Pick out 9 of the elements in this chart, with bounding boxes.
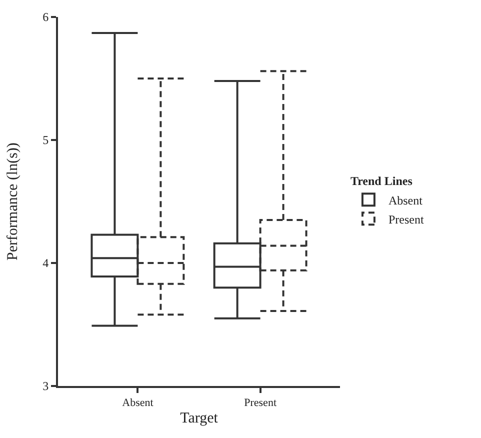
- x-axis-title: Target: [180, 410, 219, 427]
- y-tick-label: 6: [42, 10, 49, 24]
- legend-label: Present: [388, 212, 424, 226]
- y-tick-label: 5: [42, 133, 49, 148]
- legend-title: Trend Lines: [350, 174, 413, 188]
- y-axis-title: Performance (ln(s)): [5, 142, 21, 260]
- y-tick-label: 4: [42, 256, 49, 270]
- y-tick-label: 3: [42, 379, 49, 394]
- legend-label: Absent: [388, 193, 424, 208]
